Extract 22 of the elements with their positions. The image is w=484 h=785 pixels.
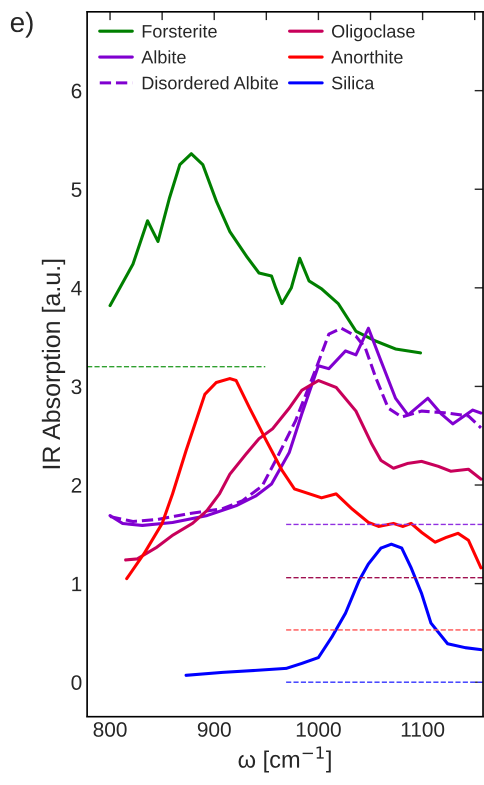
x-axis-title: ω [cm$^{−1}$] bbox=[238, 746, 331, 773]
legend-label: Disordered Albite bbox=[142, 76, 278, 90]
legend-label: Silica bbox=[332, 76, 374, 90]
y-tick-label: 3 bbox=[71, 379, 82, 394]
y-tick-label: 1 bbox=[72, 576, 82, 592]
y-tick-label: 2 bbox=[72, 478, 82, 493]
y-tick-label: 0 bbox=[71, 675, 82, 690]
legend-label: Oligoclase bbox=[332, 24, 415, 42]
x-tick-label: 800 bbox=[94, 722, 127, 737]
y-axis-title: IR Absorption [a.u.] bbox=[42, 260, 66, 468]
y-tick-label: 4 bbox=[71, 281, 82, 296]
y-tick-label: 6 bbox=[72, 84, 82, 98]
x-tick-label: 900 bbox=[198, 722, 231, 737]
x-tick-label: 1100 bbox=[402, 722, 444, 737]
legend-label: Forsterite bbox=[142, 24, 217, 38]
legend-label: Anorthite bbox=[331, 50, 403, 64]
y-tick-label: 5 bbox=[72, 182, 82, 197]
legend-label: Albite bbox=[141, 50, 186, 64]
x-tick-label: 1000 bbox=[296, 722, 341, 737]
line-series bbox=[108, 152, 422, 354]
line-series bbox=[184, 542, 482, 677]
text: e) bbox=[10, 12, 33, 38]
